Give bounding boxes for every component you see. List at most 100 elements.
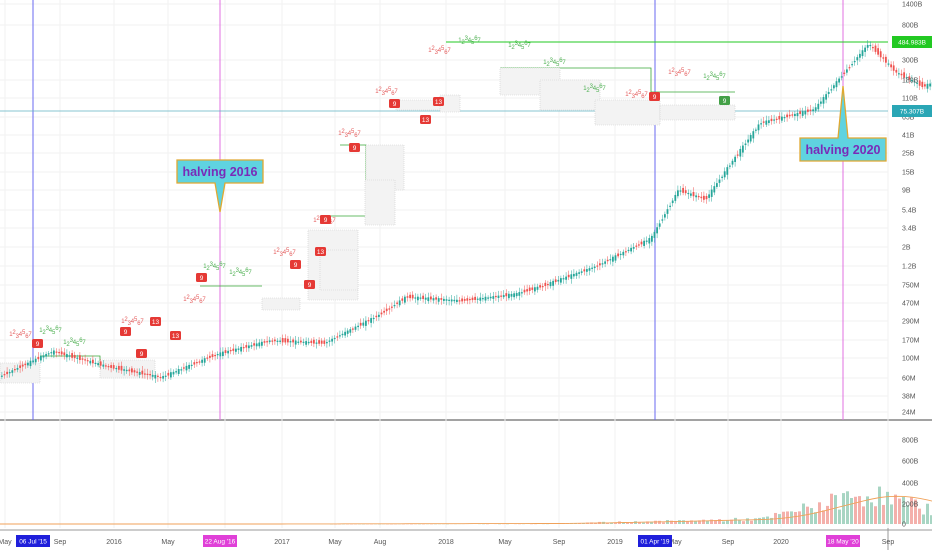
candle-body-352 xyxy=(916,82,918,84)
price-label-text-1: 75.307B xyxy=(900,109,924,116)
volume-tick-2: 400B xyxy=(902,481,919,488)
candle-body-260 xyxy=(677,190,679,197)
volume-bar-79 xyxy=(646,521,649,524)
candle-body-141 xyxy=(367,320,370,322)
td-count-57: 2 xyxy=(316,216,320,222)
candle-body-293 xyxy=(762,121,765,123)
candle-body-316 xyxy=(822,97,825,104)
td-count-71: 2 xyxy=(378,87,382,93)
candle-body-90 xyxy=(235,348,237,352)
candle-body-220 xyxy=(573,273,575,277)
td-count-39: 5 xyxy=(216,266,220,272)
td-count-106: 2 xyxy=(586,88,590,94)
td-count-76: 7 xyxy=(394,89,398,95)
candle-body-320 xyxy=(833,85,835,89)
candle-body-233 xyxy=(606,259,609,262)
td-tag-13: 13 xyxy=(433,97,444,106)
candle-body-216 xyxy=(562,278,565,280)
candle-body-239 xyxy=(622,251,625,256)
candle-body-41 xyxy=(107,366,110,368)
td-tag-box-11 xyxy=(420,115,431,124)
candle-body-126 xyxy=(328,340,331,342)
candle-body-167 xyxy=(435,297,437,300)
candle-body-8 xyxy=(21,364,24,367)
candle-body-31 xyxy=(81,358,84,360)
td-count-126: 1 xyxy=(703,74,707,80)
candle-body-177 xyxy=(461,298,463,302)
td-count-65: 3 xyxy=(345,133,349,139)
halving-2020-callout: halving 2020 xyxy=(799,85,887,162)
candle-body-205 xyxy=(534,287,536,292)
td-count-117: 6 xyxy=(641,94,645,100)
x-highlight-1: 22 Aug '16 xyxy=(203,535,237,547)
candle-body-72 xyxy=(188,364,190,369)
candle-body-218 xyxy=(567,274,570,278)
td-count-1: 2 xyxy=(12,330,16,336)
volume-bar-139 xyxy=(886,491,889,524)
candle-body-159 xyxy=(414,297,417,299)
price-label-1: 75.307B xyxy=(892,105,932,117)
td-tag-label-5: 13 xyxy=(172,333,180,340)
candle-body-287 xyxy=(747,139,749,143)
candle-body-308 xyxy=(801,111,804,116)
candle-body-322 xyxy=(838,78,840,83)
td-count-50: 2 xyxy=(276,248,280,254)
candle-body-281 xyxy=(731,160,734,165)
candle-body-222 xyxy=(578,272,580,274)
candle-body-234 xyxy=(609,259,612,261)
td-count-92: 2 xyxy=(511,45,515,51)
candle-body-23 xyxy=(60,351,63,355)
price-series xyxy=(1,40,932,383)
candle-body-79 xyxy=(206,357,209,359)
candle-body-130 xyxy=(339,335,341,337)
price-tick-17: 170M xyxy=(902,338,920,345)
setup-box-11 xyxy=(261,297,301,311)
candle-body-307 xyxy=(799,111,801,114)
volume-bar-124 xyxy=(826,505,829,524)
candle-body-17 xyxy=(45,354,47,357)
candle-body-324 xyxy=(843,72,846,74)
td-count-21: 1 xyxy=(121,319,125,325)
candle-body-9 xyxy=(24,363,27,366)
candle-body-263 xyxy=(684,190,687,194)
candle-body-37 xyxy=(97,363,99,366)
candle-body-266 xyxy=(692,192,695,197)
td-count-97: 7 xyxy=(527,43,531,49)
candle-body-323 xyxy=(840,76,843,78)
x-highlight-0: 06 Jul '15 xyxy=(16,535,50,547)
td-count-84: 1 xyxy=(458,38,462,44)
td-count-18: 5 xyxy=(76,342,80,348)
candle-body-38 xyxy=(99,361,102,366)
td-tag-box-12 xyxy=(389,99,400,108)
candle-body-185 xyxy=(482,298,484,300)
candle-body-244 xyxy=(635,245,638,247)
candle-body-58 xyxy=(151,374,154,377)
candle-body-332 xyxy=(864,47,866,52)
x-tick-1: Sep xyxy=(54,539,67,546)
candle-body-152 xyxy=(396,302,398,304)
candle-body-92 xyxy=(240,346,242,352)
td-count-125: 7 xyxy=(687,70,691,76)
candle-body-299 xyxy=(778,115,781,120)
candle-body-3 xyxy=(8,372,11,374)
td-count-87: 4 xyxy=(468,38,472,44)
td-tag-label-7: 9 xyxy=(308,282,312,289)
candle-body-40 xyxy=(105,365,107,367)
candle-body-145 xyxy=(378,314,380,317)
volume-bar-140 xyxy=(890,504,893,524)
candle-body-336 xyxy=(874,45,877,52)
candle-body-133 xyxy=(346,330,349,334)
td-tag-10: 9 xyxy=(349,143,360,152)
candle-body-288 xyxy=(749,134,752,142)
candle-body-6 xyxy=(16,367,19,370)
candle-body-123 xyxy=(320,340,323,344)
td-count-79: 3 xyxy=(435,50,439,56)
candle-body-46 xyxy=(120,365,123,371)
candle-body-89 xyxy=(232,348,235,351)
candle-body-182 xyxy=(474,296,476,300)
td-count-26: 6 xyxy=(137,321,141,327)
td-count-77: 1 xyxy=(428,48,432,54)
td-count-19: 6 xyxy=(79,338,83,344)
td-count-99: 2 xyxy=(546,62,550,68)
td-count-54: 6 xyxy=(289,252,293,258)
